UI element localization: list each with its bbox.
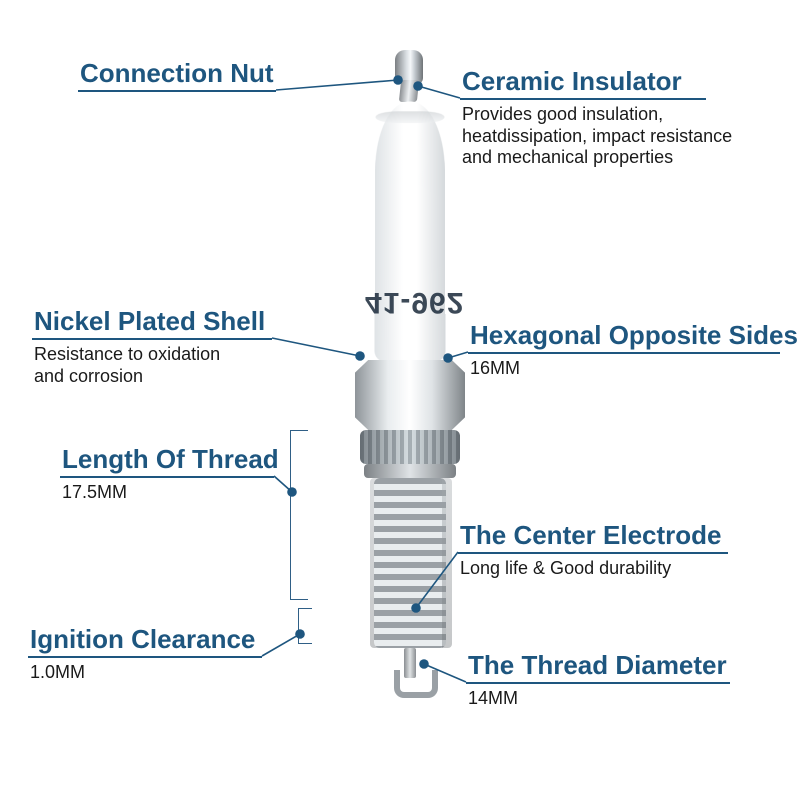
callout-underline-center_electrode [458, 552, 728, 554]
plug-ceramic-insulator [375, 102, 446, 362]
callout-title-thread_diameter: The Thread Diameter [468, 650, 727, 681]
callout-title-center_electrode: The Center Electrode [460, 520, 722, 551]
plug-ground-electrode [394, 670, 438, 698]
callout-title-nickel_shell: Nickel Plated Shell [34, 306, 265, 337]
callout-desc-thread_length: 17.5MM [62, 482, 127, 504]
thread-length-bracket [290, 430, 305, 600]
callout-underline-thread_diameter [466, 682, 730, 684]
callout-title-connection_nut: Connection Nut [80, 58, 274, 89]
diagram-stage: 41-962 Connection Nut Ceramic Insulator Pr… [0, 0, 800, 800]
callout-title-hex_sides: Hexagonal Opposite Sides [470, 320, 798, 351]
plug-terminal-neck [399, 80, 419, 102]
spark-plug-illustration: 41-962 [320, 50, 480, 750]
plug-crimp-ring [360, 430, 460, 464]
plug-thread-shade [442, 478, 452, 648]
callout-underline-ignition_clearance [28, 656, 262, 658]
callout-title-ceramic_insulator: Ceramic Insulator [462, 66, 682, 97]
callout-desc-ignition_clearance: 1.0MM [30, 662, 85, 684]
plug-hex-nut [355, 360, 465, 430]
callout-desc-ceramic_insulator: Provides good insulation, heatdissipatio… [462, 104, 732, 169]
callout-underline-connection_nut [78, 90, 276, 92]
callout-underline-nickel_shell [32, 338, 272, 340]
callout-underline-thread_length [60, 476, 274, 478]
plug-terminal-nut [395, 50, 423, 84]
callout-underline-ceramic_insulator [460, 98, 706, 100]
ignition-clearance-bracket [298, 608, 311, 644]
callout-title-thread_length: Length Of Thread [62, 444, 279, 475]
plug-part-number: 41-962 [365, 285, 464, 319]
plug-gasket [364, 464, 456, 478]
callout-underline-hex_sides [468, 352, 780, 354]
callout-title-ignition_clearance: Ignition Clearance [30, 624, 255, 655]
callout-desc-hex_sides: 16MM [470, 358, 520, 380]
callout-desc-center_electrode: Long life & Good durability [460, 558, 671, 580]
callout-desc-thread_diameter: 14MM [468, 688, 518, 710]
leader-ignition_clearance [262, 634, 300, 656]
callout-desc-nickel_shell: Resistance to oxidation and corrosion [34, 344, 220, 387]
plug-threads [374, 478, 446, 648]
